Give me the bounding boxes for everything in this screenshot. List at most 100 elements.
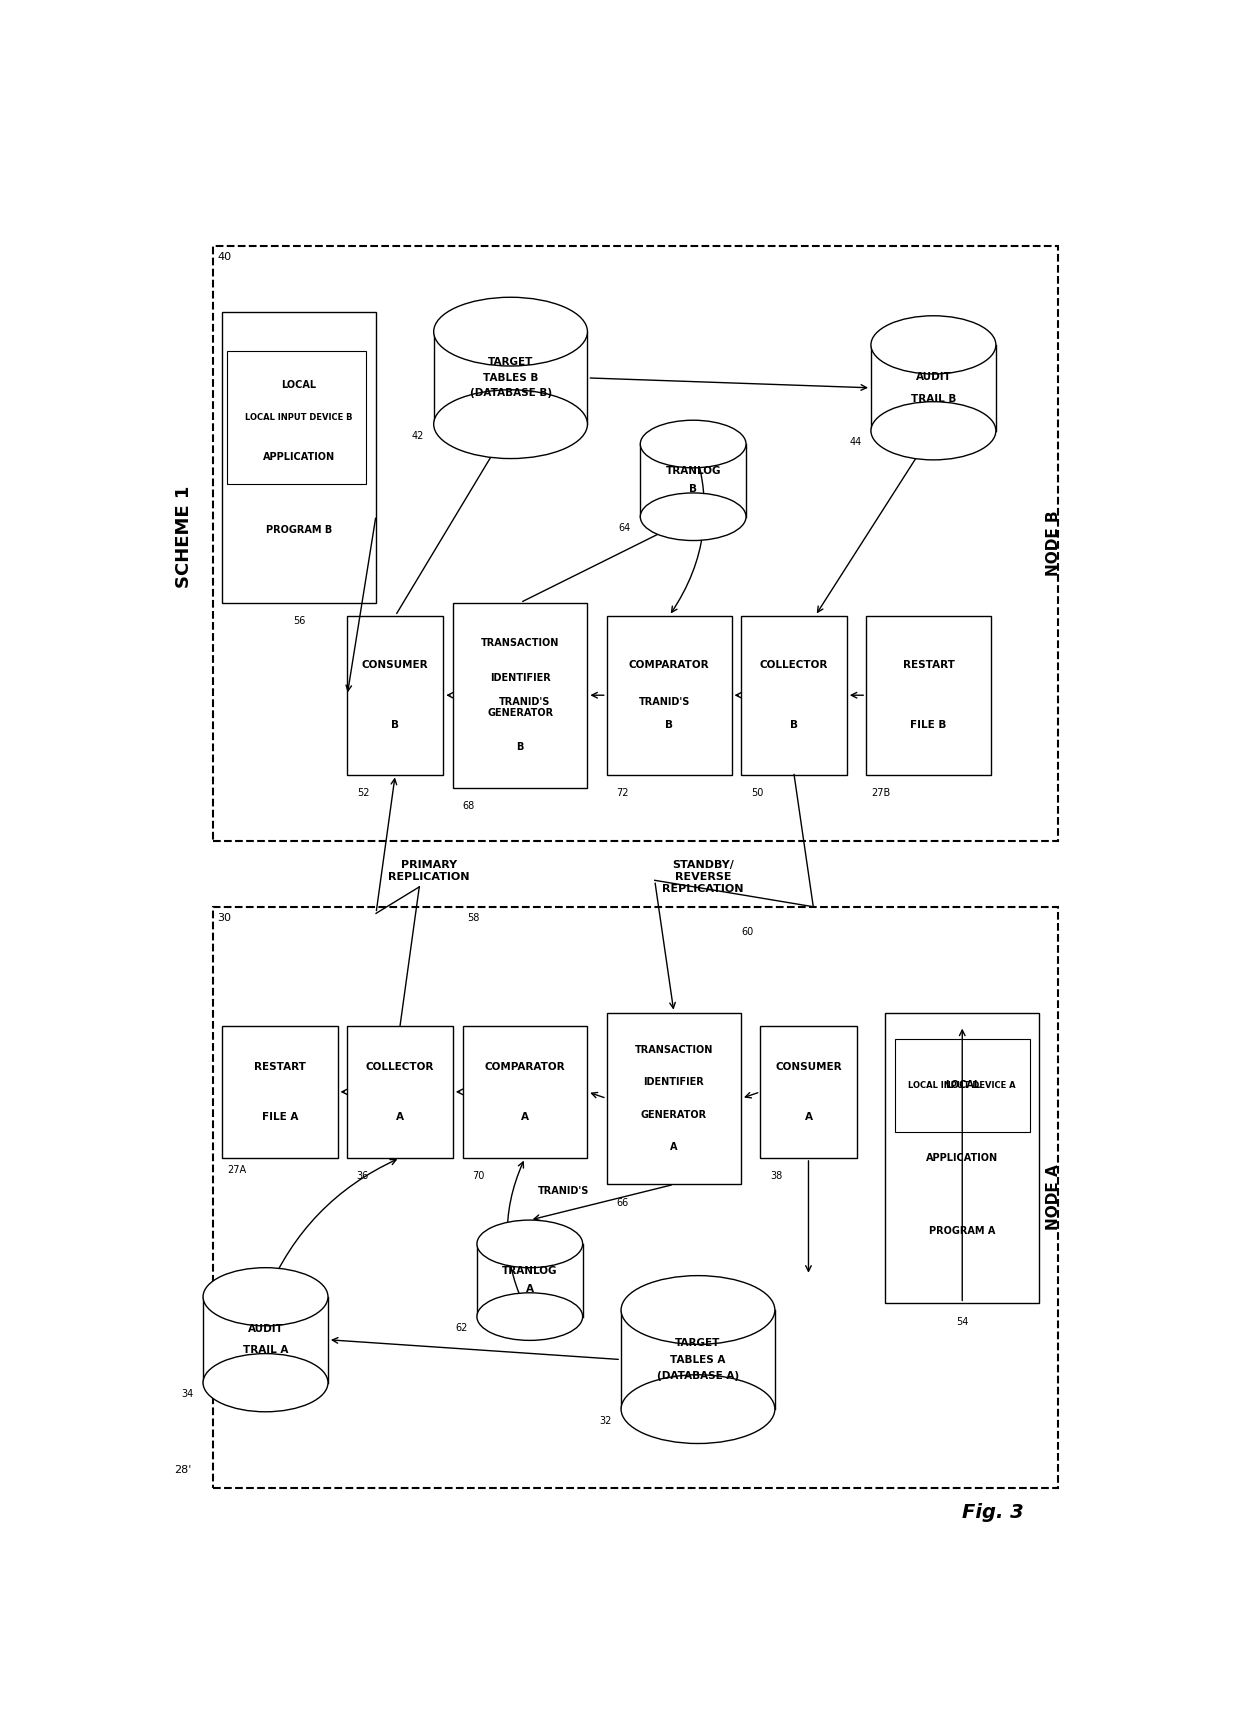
Bar <box>760 1025 857 1157</box>
Bar <box>640 445 746 517</box>
Bar <box>347 616 444 774</box>
Text: A: A <box>805 1111 812 1121</box>
Text: 60: 60 <box>742 927 754 936</box>
Text: IDENTIFIER: IDENTIFIER <box>490 673 551 683</box>
Text: COLLECTOR: COLLECTOR <box>366 1063 434 1071</box>
Text: 27A: 27A <box>227 1164 247 1174</box>
Text: FILE B: FILE B <box>910 719 947 730</box>
Text: 27B: 27B <box>870 788 890 798</box>
Ellipse shape <box>870 402 996 460</box>
Text: PROGRAM B: PROGRAM B <box>267 525 332 536</box>
Text: 58: 58 <box>467 913 480 924</box>
Ellipse shape <box>870 316 996 374</box>
Ellipse shape <box>203 1267 327 1326</box>
Text: APPLICATION: APPLICATION <box>263 452 335 462</box>
Text: 70: 70 <box>472 1171 485 1181</box>
Text: LOCAL: LOCAL <box>945 1080 980 1090</box>
Text: CONSUMER: CONSUMER <box>362 661 429 670</box>
Ellipse shape <box>477 1293 583 1341</box>
Text: IDENTIFIER: IDENTIFIER <box>644 1077 704 1087</box>
Text: (DATABASE B): (DATABASE B) <box>470 388 552 398</box>
Text: B: B <box>790 719 799 730</box>
Bar <box>453 603 588 788</box>
Text: TRAIL B: TRAIL B <box>910 393 956 403</box>
Text: 62: 62 <box>455 1324 467 1332</box>
Text: (DATABASE A): (DATABASE A) <box>657 1372 739 1380</box>
Bar <box>203 1296 327 1382</box>
Text: 50: 50 <box>751 788 763 798</box>
Text: 54: 54 <box>956 1317 968 1327</box>
Text: A: A <box>521 1111 529 1121</box>
Text: 32: 32 <box>599 1417 611 1425</box>
Bar <box>213 246 1058 841</box>
Text: TABLES A: TABLES A <box>671 1355 725 1365</box>
Text: TRANSACTION: TRANSACTION <box>635 1046 713 1056</box>
Text: B: B <box>517 742 523 752</box>
Text: TARGET: TARGET <box>676 1338 720 1348</box>
Text: 44: 44 <box>849 438 862 448</box>
Text: 34: 34 <box>181 1389 193 1399</box>
Bar <box>463 1025 588 1157</box>
Text: 40: 40 <box>217 252 232 263</box>
Text: RESTART: RESTART <box>903 661 955 670</box>
Text: NODE A: NODE A <box>1047 1164 1061 1231</box>
Text: TRANSACTION: TRANSACTION <box>481 639 559 647</box>
Bar <box>621 1310 775 1410</box>
Text: LOCAL INPUT DEVICE A: LOCAL INPUT DEVICE A <box>909 1080 1016 1090</box>
Text: TRANID'S: TRANID'S <box>500 697 551 707</box>
Text: 52: 52 <box>357 788 370 798</box>
Text: GENERATOR: GENERATOR <box>641 1109 707 1119</box>
Text: COMPARATOR: COMPARATOR <box>485 1063 565 1071</box>
Text: 68: 68 <box>463 800 475 810</box>
Bar <box>895 1039 1029 1132</box>
Bar <box>742 616 847 774</box>
Text: 30: 30 <box>217 913 232 924</box>
Bar <box>434 331 588 424</box>
Bar <box>885 1013 1039 1303</box>
Text: AUDIT: AUDIT <box>915 373 951 383</box>
Text: A: A <box>670 1142 678 1152</box>
Text: 36: 36 <box>357 1171 370 1181</box>
Text: LOCAL INPUT DEVICE B: LOCAL INPUT DEVICE B <box>246 414 353 422</box>
Text: PRIMARY
REPLICATION: PRIMARY REPLICATION <box>388 860 470 883</box>
Text: B: B <box>392 719 399 730</box>
Bar <box>222 1025 337 1157</box>
Text: B: B <box>689 484 697 494</box>
Ellipse shape <box>621 1375 775 1444</box>
Text: NODE B: NODE B <box>1047 510 1061 575</box>
Text: 72: 72 <box>616 788 629 798</box>
Ellipse shape <box>434 390 588 458</box>
Text: TRANID'S: TRANID'S <box>639 697 689 707</box>
Text: LOCAL: LOCAL <box>281 379 316 390</box>
Text: TRANLOG: TRANLOG <box>502 1265 558 1276</box>
Text: COLLECTOR: COLLECTOR <box>760 661 828 670</box>
Text: TRANID'S: TRANID'S <box>538 1186 589 1197</box>
Text: 64: 64 <box>619 524 631 534</box>
Text: TABLES B: TABLES B <box>482 373 538 383</box>
Ellipse shape <box>640 421 746 467</box>
Text: 56: 56 <box>293 616 305 627</box>
Bar <box>477 1243 583 1317</box>
Text: 28': 28' <box>174 1465 192 1475</box>
Text: AUDIT: AUDIT <box>248 1324 284 1334</box>
Bar <box>347 1025 453 1157</box>
Text: COMPARATOR: COMPARATOR <box>629 661 709 670</box>
Ellipse shape <box>203 1353 327 1411</box>
Text: GENERATOR: GENERATOR <box>487 707 553 718</box>
Text: TRANLOG: TRANLOG <box>666 467 720 476</box>
Text: PROGRAM A: PROGRAM A <box>929 1226 996 1236</box>
Text: RESTART: RESTART <box>254 1063 306 1071</box>
Bar <box>213 907 1058 1489</box>
Ellipse shape <box>621 1276 775 1344</box>
Text: A: A <box>526 1284 533 1295</box>
Text: TARGET: TARGET <box>487 357 533 367</box>
Text: STANDBY/
REVERSE
REPLICATION: STANDBY/ REVERSE REPLICATION <box>662 860 744 893</box>
Text: CONSUMER: CONSUMER <box>775 1063 842 1071</box>
Ellipse shape <box>434 297 588 366</box>
Bar <box>866 616 991 774</box>
Text: 42: 42 <box>412 431 424 441</box>
Text: A: A <box>396 1111 404 1121</box>
Ellipse shape <box>477 1221 583 1267</box>
Text: SCHEME 1: SCHEME 1 <box>175 486 193 587</box>
Bar <box>222 312 376 603</box>
